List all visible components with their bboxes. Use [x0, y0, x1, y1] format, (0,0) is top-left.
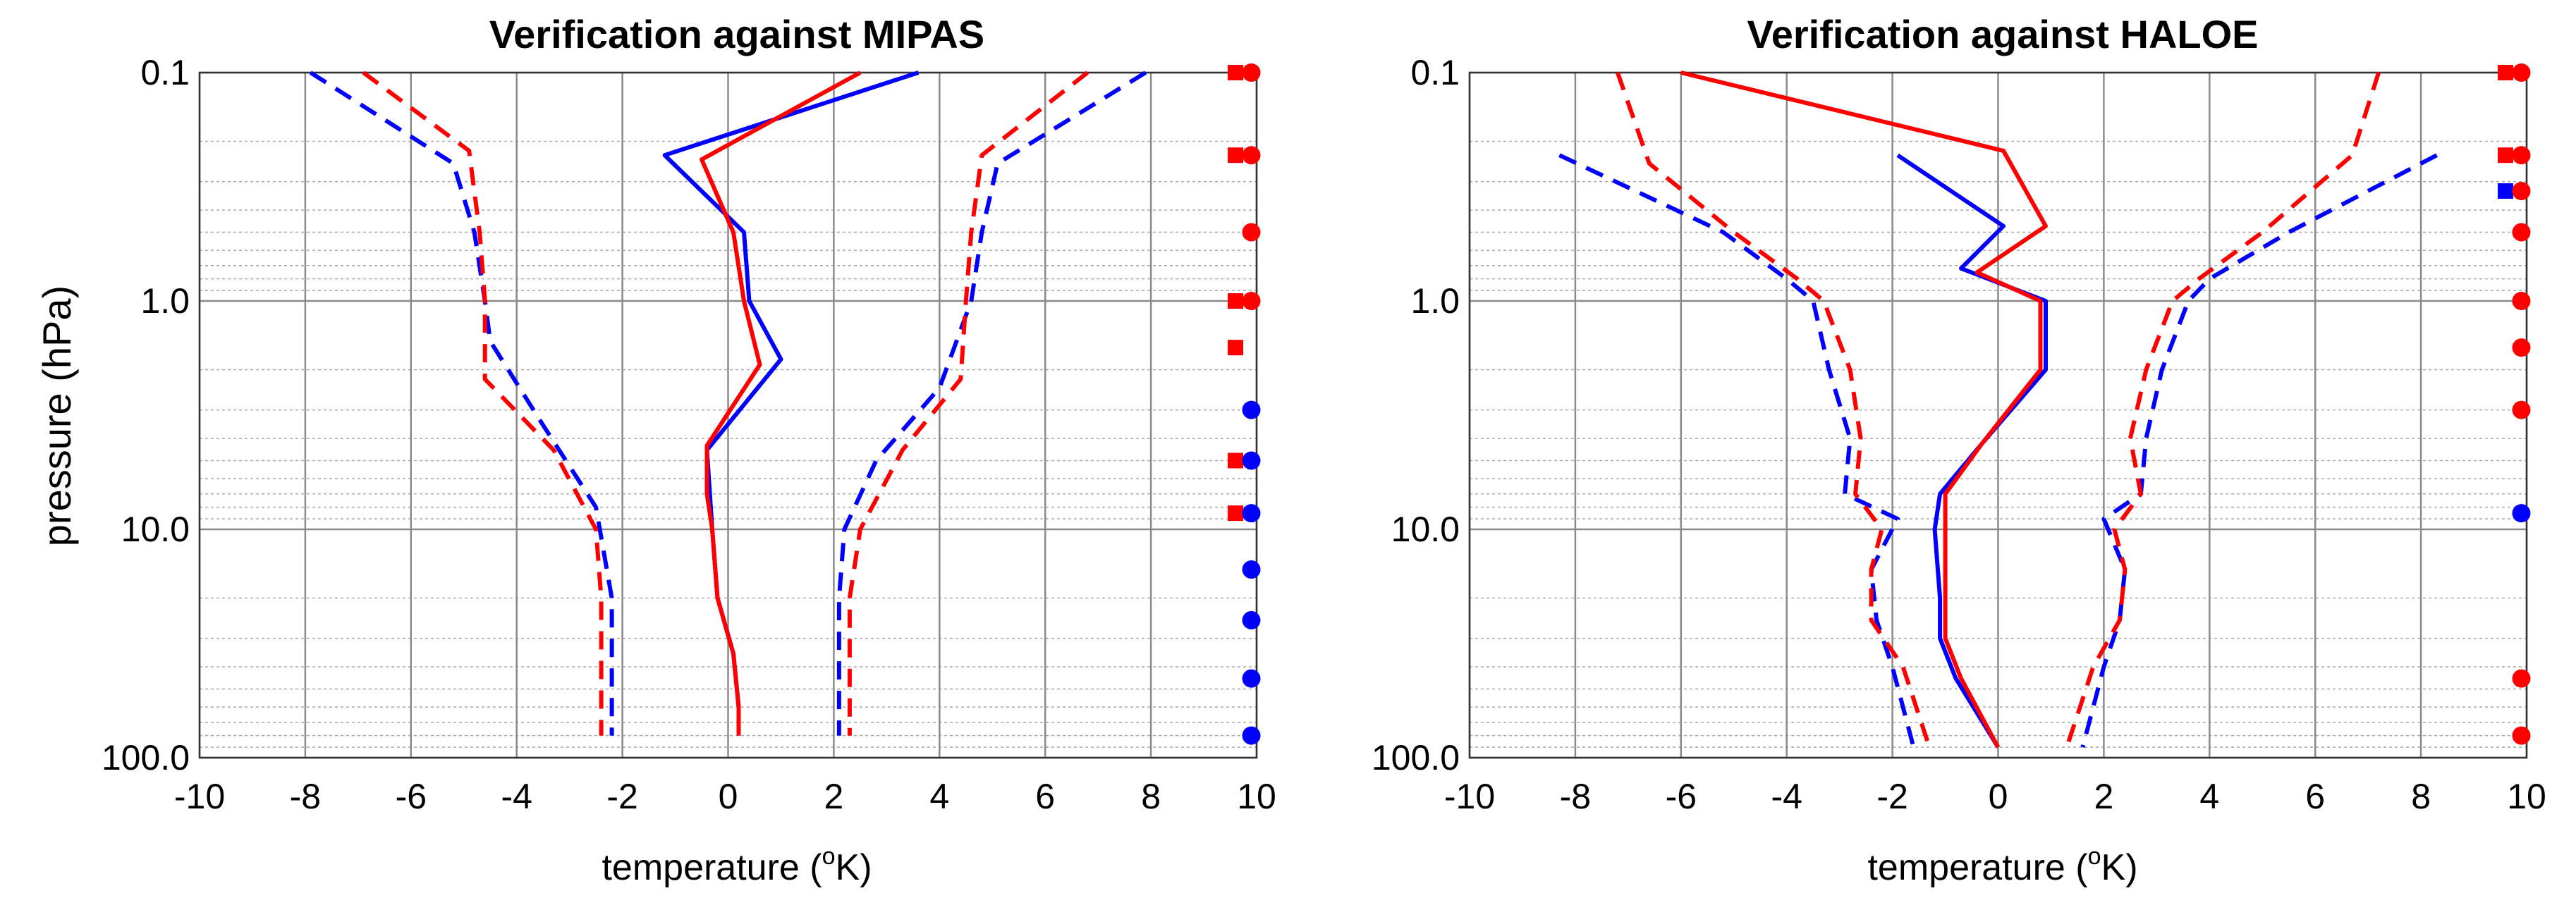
y-axis-label: pressure (hPa) — [35, 285, 79, 546]
y-tick-label: 100.0 — [102, 738, 190, 777]
marker-circle-blue — [1242, 560, 1261, 579]
series-line-red-dashed — [1616, 72, 1931, 749]
marker-circle-red — [2512, 338, 2531, 357]
x-axis-label: temperature (oK) — [1867, 843, 2137, 888]
marker-circle-red — [2512, 63, 2531, 82]
series-line-blue-dashed — [836, 70, 1147, 736]
plot-area: 0.1 1.0 10.0 100.0-10 -8 -6 -4 -2 0 2 4 6 8 10 — [102, 53, 1276, 816]
chart-title: Verification against MIPAS — [489, 12, 984, 56]
series-line-red-dashed — [2065, 72, 2381, 749]
x-tick-label: -2 — [1876, 777, 1907, 816]
marker-square-blue — [2498, 183, 2514, 199]
x-tick-label: 8 — [2411, 777, 2431, 816]
y-tick-label: 0.1 — [1410, 53, 1460, 92]
x-tick-label: -6 — [396, 777, 427, 816]
y-tick-label: 10.0 — [1391, 510, 1460, 549]
marker-square-red — [1228, 147, 1244, 164]
marker-circle-red — [1242, 146, 1261, 165]
x-tick-label: 4 — [2199, 777, 2219, 816]
x-tick-label: 2 — [824, 777, 843, 816]
marker-square-red — [1228, 340, 1244, 356]
x-tick-label: -4 — [501, 777, 532, 816]
marker-circle-red — [1242, 63, 1261, 82]
marker-square-red — [2498, 65, 2514, 80]
marker-square-red — [2498, 147, 2514, 164]
series-line-blue-solid — [662, 70, 920, 736]
marker-circle-red — [2512, 292, 2531, 310]
marker-circle-blue — [1242, 451, 1261, 470]
series-line-red-solid — [700, 70, 862, 736]
marker-circle-blue — [1242, 504, 1261, 523]
x-tick-label: -10 — [174, 777, 225, 816]
x-tick-label: 2 — [2094, 777, 2113, 816]
series-line-blue-solid — [1896, 153, 2048, 749]
x-tick-label: -6 — [1666, 777, 1697, 816]
chart-panel-mipas: Verification against MIPAS 0.11.010.0100… — [35, 12, 1276, 888]
marker-circle-red — [1242, 223, 1261, 242]
marker-square-red — [1228, 453, 1244, 469]
marker-square-red — [1228, 293, 1244, 309]
marker-circle-red — [1242, 292, 1261, 310]
marker-circle-red — [2512, 146, 2531, 165]
x-tick-label: -10 — [1444, 777, 1495, 816]
marker-circle-red — [2512, 223, 2531, 242]
marker-circle-blue — [1242, 400, 1261, 419]
x-tick-label: -8 — [1560, 777, 1591, 816]
x-tick-label: 6 — [2305, 777, 2325, 816]
plot-area: 0.1 1.0 10.0 100.0-10 -8 -6 -4 -2 0 2 4 6 8 10 — [1372, 53, 2546, 816]
marker-circle-blue — [1242, 726, 1261, 745]
x-tick-label: 0 — [719, 777, 738, 816]
x-tick-label: 0 — [1989, 777, 2008, 816]
x-axis-label: temperature (oK) — [602, 843, 872, 888]
y-tick-label: 0.1 — [140, 53, 190, 92]
marker-circle-blue — [2512, 504, 2531, 523]
marker-circle-red — [2512, 669, 2531, 688]
y-tick-label: 100.0 — [1372, 738, 1460, 777]
series-line-red-dashed — [847, 70, 1089, 736]
x-tick-label: -4 — [1771, 777, 1802, 816]
x-tick-label: 8 — [1141, 777, 1161, 816]
series-line-blue-dashed — [309, 70, 614, 736]
series-line-blue-dashed — [1558, 153, 1916, 748]
marker-square-red — [1228, 505, 1244, 522]
x-tick-label: 10 — [2507, 777, 2546, 816]
y-tick-label: 1.0 — [1410, 281, 1460, 321]
x-tick-label: 6 — [1035, 777, 1055, 816]
marker-circle-red — [2512, 400, 2531, 419]
series-line-blue-dashed — [2080, 153, 2438, 748]
marker-circle-red — [2512, 181, 2531, 200]
x-tick-label: 4 — [929, 777, 949, 816]
x-tick-label: -8 — [290, 777, 321, 816]
marker-circle-blue — [1242, 610, 1261, 629]
marker-circle-red — [2512, 726, 2531, 745]
series-line-red-solid — [1680, 70, 2048, 749]
x-tick-label: 10 — [1237, 777, 1276, 816]
y-tick-label: 10.0 — [121, 510, 190, 549]
x-tick-label: -2 — [606, 777, 637, 816]
chart-title: Verification against HALOE — [1747, 12, 2258, 56]
marker-square-red — [1228, 65, 1244, 80]
series-line-red-dashed — [362, 70, 604, 736]
chart-panel-haloe: Verification against HALOE 0.11.010.0100… — [1372, 12, 2546, 888]
y-tick-label: 1.0 — [140, 281, 190, 321]
marker-circle-blue — [1242, 669, 1261, 688]
